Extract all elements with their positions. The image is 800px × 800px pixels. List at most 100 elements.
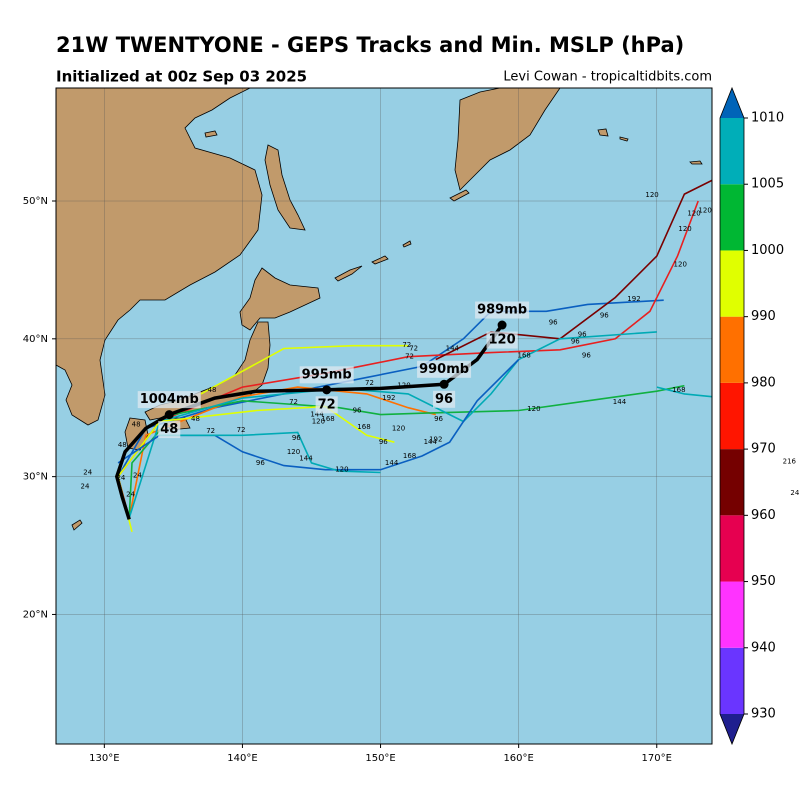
hour-label: 96 (435, 392, 453, 407)
colorbar-segment (720, 184, 744, 251)
track-hour-label: 96 (582, 351, 591, 359)
track-hour-label: 24 (790, 489, 799, 497)
track-hour-label: 96 (434, 415, 443, 423)
track-hour-label: 72 (365, 379, 374, 387)
label-bg (486, 331, 518, 349)
track-hour-label: 24 (133, 471, 142, 479)
colorbar-label: 940 (751, 640, 776, 655)
track-hour-label: 48 (208, 386, 217, 394)
pressure-label: 1004mb (140, 392, 199, 407)
track-hour-label: 96 (353, 406, 362, 414)
track-hour-label: 192 (429, 435, 442, 443)
lon-label: 160°E (503, 753, 533, 764)
track-hour-label: 48 (191, 415, 200, 423)
track-hour-label: 96 (379, 438, 388, 446)
track-hour-label: 24 (116, 474, 125, 482)
credit: Levi Cowan - tropicaltidbits.com (503, 70, 712, 85)
track-hour-label: 96 (600, 311, 609, 319)
colorbar-segment (720, 382, 744, 450)
track-hour-label: 96 (292, 434, 301, 442)
track-hour-label: 216 (783, 457, 797, 465)
track-hour-label: 72 (289, 398, 298, 406)
track-hour-label: 96 (578, 331, 587, 339)
track-hour-label: 144 (424, 438, 438, 446)
label-bg (315, 396, 338, 414)
track-hour-label: 72 (405, 353, 414, 361)
lat-label: 40°N (23, 334, 48, 345)
track-hour-label: 72 (237, 426, 246, 434)
track-hour-label: 96 (256, 459, 265, 467)
mean-track-point (164, 410, 174, 420)
colorbar-label: 980 (751, 375, 776, 390)
colorbar-label: 970 (751, 442, 776, 457)
track-hour-label: 144 (310, 411, 324, 419)
track-hour-label: 48 (132, 420, 141, 428)
track-hour-label: 144 (299, 455, 313, 463)
ensemble-track (200, 344, 409, 395)
track-hour-label: 120 (397, 382, 410, 390)
label-bg (299, 366, 354, 384)
lat-label: 20°N (23, 609, 48, 620)
track-hour-label: 144 (446, 344, 460, 352)
track-hour-label: 168 (517, 351, 530, 359)
track-hour-label: 168 (321, 415, 334, 423)
label-bg (417, 360, 472, 378)
track-hour-label: 24 (83, 469, 92, 477)
lon-label: 150°E (365, 753, 395, 764)
track-hour-label: 192 (627, 295, 640, 303)
track-hour-label: 120 (287, 448, 300, 456)
colorbar-extend (720, 88, 744, 118)
mean-track-point (322, 385, 332, 395)
track-hour-label: 120 (527, 405, 540, 413)
pressure-label: 990mb (419, 362, 469, 377)
mean-track-point (497, 320, 507, 330)
label-bg (137, 391, 201, 409)
colorbar-extend (720, 714, 744, 744)
track-hour-label: 120 (645, 191, 658, 199)
track-hour-label: 24 (81, 482, 90, 490)
colorbar-label: 950 (751, 574, 776, 589)
hour-label: 72 (318, 397, 336, 412)
track-hour-label: 120 (392, 424, 405, 432)
colorbar-label: 930 (751, 707, 776, 722)
subtitle: Initialized at 00z Sep 03 2025 (56, 68, 307, 86)
pressure-label: 989mb (477, 303, 527, 318)
mean-track-point (439, 379, 449, 389)
label-bg (158, 421, 181, 439)
ensemble-track (117, 299, 664, 521)
colorbar-segment (720, 250, 744, 317)
colorbar-segment (720, 449, 744, 516)
track-hour-label: 120 (698, 207, 711, 215)
ensemble-track (656, 386, 712, 398)
track-hour-label: 72 (206, 427, 215, 435)
track-hour-label: 120 (312, 418, 325, 426)
lat-label: 50°N (23, 196, 48, 207)
colorbar-segment (720, 316, 744, 383)
track-hour-label: 168 (672, 386, 685, 394)
colorbar-label: 990 (751, 309, 776, 324)
colorbar-label: 1010 (751, 111, 784, 126)
track-hour-label: 168 (357, 423, 370, 431)
track-hour-label: 120 (687, 209, 700, 217)
track-hour-label: 120 (678, 225, 691, 233)
lat-label: 30°N (23, 472, 48, 483)
track-hour-label: 168 (403, 452, 416, 460)
track-hour-label: 120 (674, 260, 687, 268)
colorbar-label: 1000 (751, 243, 784, 258)
colorbar-label: 1005 (751, 177, 784, 192)
hour-label: 120 (489, 333, 516, 348)
colorbar-segment (720, 647, 744, 714)
lon-label: 130°E (89, 753, 119, 764)
label-bg (475, 301, 530, 319)
colorbar-segment (720, 118, 744, 185)
ensemble-track (128, 386, 436, 519)
colorbar-segment (720, 581, 744, 648)
track-hour-label: 72 (409, 344, 418, 352)
track-hour-label: 192 (382, 394, 395, 402)
track-hour-label: 48 (118, 441, 127, 449)
lon-label: 170°E (642, 753, 672, 764)
track-hour-label: 72 (402, 341, 411, 349)
hour-label: 48 (160, 422, 178, 437)
track-hour-label: 144 (613, 398, 627, 406)
